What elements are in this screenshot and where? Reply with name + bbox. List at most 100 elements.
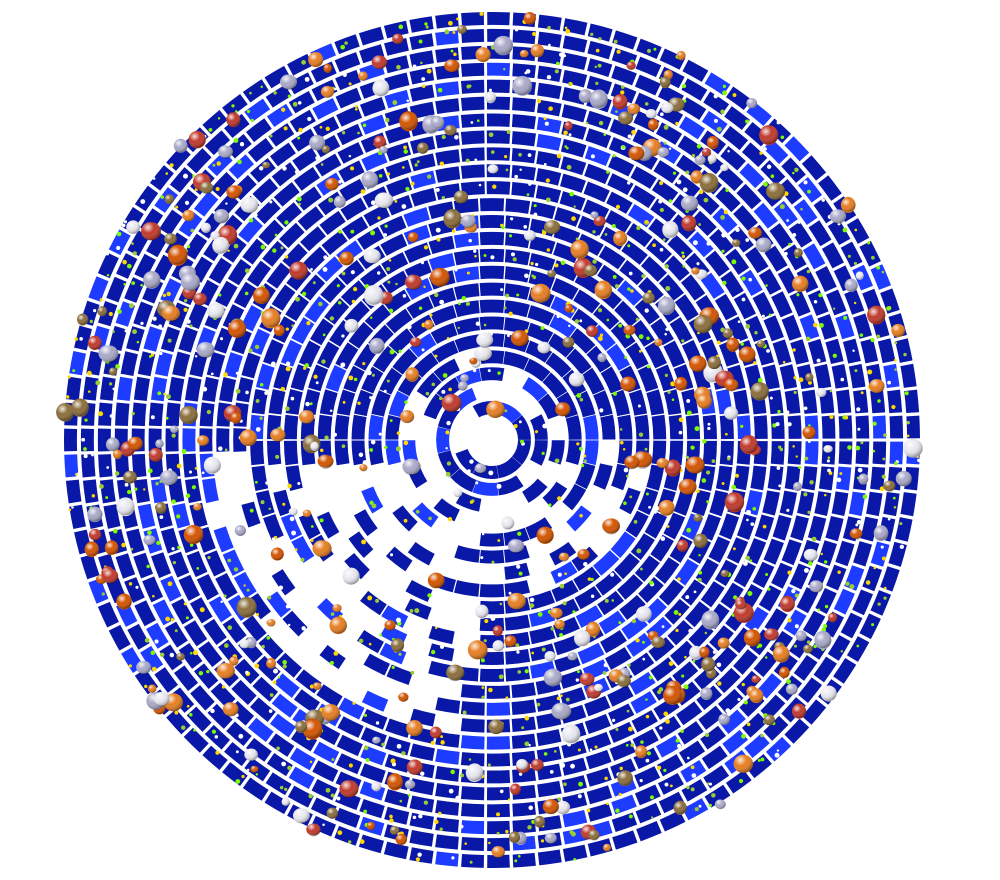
ring-tile — [848, 491, 866, 517]
ring-tile — [124, 277, 145, 303]
ring-tile — [593, 463, 613, 490]
tile-speck — [224, 448, 228, 452]
ring-tile — [673, 489, 694, 516]
ring-tile — [701, 110, 728, 135]
tile-speck — [83, 447, 87, 451]
ring-tile — [460, 79, 485, 94]
ring-tile — [560, 173, 586, 193]
tile-speck — [239, 142, 245, 147]
ring-tile — [565, 440, 582, 465]
tile-speck — [466, 84, 471, 89]
tile-speck — [577, 794, 582, 799]
tile-speck — [574, 319, 580, 324]
ring-tile — [460, 113, 485, 128]
blob-marker — [699, 172, 719, 193]
tile-speck — [246, 768, 250, 772]
ring-tile — [744, 733, 770, 759]
tile-speck — [386, 379, 390, 383]
ring-tile — [405, 580, 433, 602]
tile-speck — [258, 166, 264, 171]
tile-speck — [337, 830, 343, 836]
tile-speck — [745, 555, 751, 561]
ring-tile — [813, 656, 837, 683]
tile-speck — [881, 474, 886, 479]
ring-tile — [746, 754, 772, 779]
ring-tile — [817, 314, 837, 340]
tile-speck — [598, 37, 602, 41]
tile-speck — [87, 370, 92, 376]
blob-marker — [657, 146, 670, 158]
ring-tile — [172, 351, 191, 377]
tile-speck — [144, 637, 150, 643]
ring-tile — [116, 376, 133, 401]
ring-tile — [405, 278, 433, 300]
blob-marker — [793, 248, 803, 258]
tile-speck — [256, 613, 260, 616]
ring-tile — [241, 352, 261, 379]
tile-speck — [557, 797, 562, 802]
blob-marker — [680, 195, 699, 212]
tile-speck — [378, 432, 382, 436]
tile-speck — [564, 145, 568, 149]
tile-speck — [568, 133, 572, 137]
tile-speck — [621, 85, 625, 89]
tile-speck — [492, 184, 497, 189]
blob-marker — [467, 640, 488, 660]
ring-tile — [410, 153, 436, 172]
ring-tile — [206, 351, 226, 378]
tile-speck — [91, 453, 94, 457]
ring-tile — [511, 148, 536, 164]
blob-marker — [446, 663, 465, 682]
tile-speck — [269, 134, 273, 138]
ring-tile — [505, 198, 531, 214]
ring-tile — [575, 462, 596, 490]
tile-speck — [564, 26, 568, 30]
tile-speck — [352, 287, 358, 292]
blob-marker — [656, 457, 669, 469]
tile-speck — [663, 124, 669, 130]
tile-speck — [369, 500, 374, 505]
tile-speck — [447, 516, 453, 522]
tile-speck — [386, 266, 391, 271]
tile-speck — [333, 651, 339, 656]
ring-tile — [676, 701, 703, 726]
tile-speck — [792, 445, 795, 448]
ring-tile — [134, 185, 159, 212]
tile-speck — [510, 217, 514, 221]
ring-tile — [486, 770, 511, 784]
blob-marker — [427, 572, 445, 589]
tile-speck — [664, 332, 667, 336]
tile-speck — [641, 640, 645, 644]
ring-tile — [435, 81, 460, 97]
ring-tile — [860, 338, 879, 364]
tile-speck — [83, 454, 88, 459]
blob-marker — [562, 336, 575, 348]
tile-speck — [210, 372, 214, 376]
ring-tile — [704, 784, 731, 808]
blob-marker — [507, 538, 525, 554]
tile-speck — [439, 161, 445, 166]
ring-tile — [412, 502, 439, 528]
tile-speck — [189, 324, 193, 328]
tile-speck — [459, 824, 464, 829]
tile-speck — [853, 301, 857, 305]
ring-tile — [487, 837, 510, 852]
ring-tile — [619, 487, 641, 515]
ring-tile — [883, 491, 900, 517]
ring-tile — [801, 389, 818, 414]
tile-speck — [79, 337, 83, 341]
blob-marker — [585, 621, 601, 637]
tile-speck — [89, 319, 93, 324]
ring-tile — [757, 673, 782, 699]
ring-tile — [741, 712, 768, 738]
ring-tile — [334, 52, 361, 73]
blob-marker — [868, 378, 885, 394]
ring-tile — [650, 534, 674, 562]
tile-speck — [225, 202, 228, 205]
ring-tile — [808, 220, 832, 247]
tile-speck — [793, 376, 797, 380]
tile-speck — [121, 542, 126, 548]
tile-speck — [116, 231, 122, 237]
tile-speck — [787, 422, 792, 427]
blob-marker — [693, 533, 708, 548]
